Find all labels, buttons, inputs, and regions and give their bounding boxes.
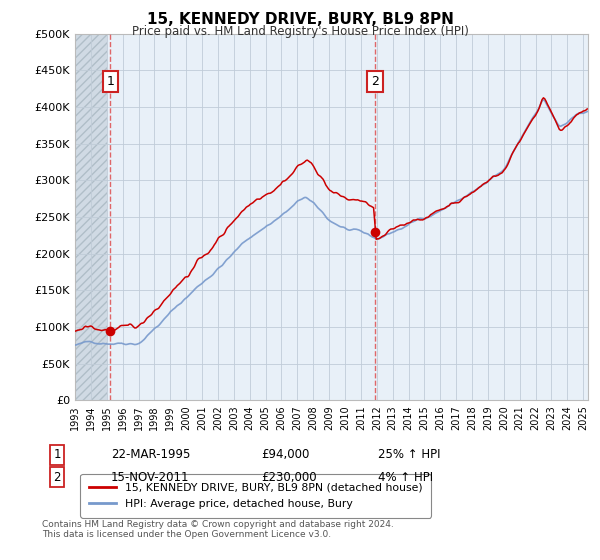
HPI: Average price, detached house, Bury: (2e+03, 1.58e+05): Average price, detached house, Bury: (2e… (197, 281, 205, 287)
15, KENNEDY DRIVE, BURY, BL9 8PN (detached house) (99, 327, 106, 334)
Text: 15, KENNEDY DRIVE, BURY, BL9 8PN: 15, KENNEDY DRIVE, BURY, BL9 8PN (146, 12, 454, 27)
Text: £94,000: £94,000 (261, 448, 310, 461)
15, KENNEDY DRIVE, BURY, BL9 8PN (detached house) (71, 328, 79, 334)
HPI: Average price, detached house, Bury: (1.99e+03, 7.77e+04): Average price, detached house, Bury: (1.… (99, 340, 106, 347)
HPI: Average price, detached house, Bury: (2.03e+03, 3.94e+05): Average price, detached house, Bury: (2.… (584, 108, 591, 115)
Bar (75, 34, 107, 400)
Text: Contains HM Land Registry data © Crown copyright and database right 2024.
This d: Contains HM Land Registry data © Crown c… (42, 520, 394, 539)
Line: HPI: Average price, detached house, Bury: HPI: Average price, detached house, Bury (75, 100, 587, 345)
Legend: 15, KENNEDY DRIVE, BURY, BL9 8PN (detached house), HPI: Average price, detached : 15, KENNEDY DRIVE, BURY, BL9 8PN (detach… (80, 474, 431, 517)
15, KENNEDY DRIVE, BURY, BL9 8PN (detached house) (540, 95, 547, 101)
Text: £230,000: £230,000 (261, 470, 317, 484)
Text: 22-MAR-1995: 22-MAR-1995 (111, 448, 190, 461)
Text: 1: 1 (106, 75, 114, 88)
Text: 25% ↑ HPI: 25% ↑ HPI (378, 448, 440, 461)
HPI: Average price, detached house, Bury: (2.02e+03, 4.1e+05): Average price, detached house, Bury: (2.… (540, 96, 547, 103)
15, KENNEDY DRIVE, BURY, BL9 8PN (detached house) (584, 106, 591, 113)
Text: Price paid vs. HM Land Registry's House Price Index (HPI): Price paid vs. HM Land Registry's House … (131, 25, 469, 38)
Text: 2: 2 (53, 470, 61, 484)
HPI: Average price, detached house, Bury: (2e+03, 1.74e+05): Average price, detached house, Bury: (2e… (211, 269, 218, 276)
Text: 15-NOV-2011: 15-NOV-2011 (111, 470, 190, 484)
15, KENNEDY DRIVE, BURY, BL9 8PN (detached house) (204, 250, 211, 257)
15, KENNEDY DRIVE, BURY, BL9 8PN (detached house) (212, 240, 219, 246)
HPI: Average price, detached house, Bury: (1.99e+03, 7.54e+04): Average price, detached house, Bury: (1.… (71, 342, 79, 348)
15, KENNEDY DRIVE, BURY, BL9 8PN (detached house) (106, 328, 113, 335)
15, KENNEDY DRIVE, BURY, BL9 8PN (detached house) (199, 254, 206, 260)
HPI: Average price, detached house, Bury: (2.01e+03, 2.21e+05): Average price, detached house, Bury: (2.… (371, 235, 379, 241)
HPI: Average price, detached house, Bury: (2e+03, 1.83e+05): Average price, detached house, Bury: (2e… (217, 263, 224, 270)
Line: 15, KENNEDY DRIVE, BURY, BL9 8PN (detached house): 15, KENNEDY DRIVE, BURY, BL9 8PN (detach… (75, 98, 587, 332)
Text: 4% ↑ HPI: 4% ↑ HPI (378, 470, 433, 484)
Text: 1: 1 (53, 448, 61, 461)
15, KENNEDY DRIVE, BURY, BL9 8PN (detached house) (373, 236, 380, 242)
HPI: Average price, detached house, Bury: (2e+03, 1.65e+05): Average price, detached house, Bury: (2e… (203, 276, 210, 283)
Text: 2: 2 (371, 75, 379, 88)
15, KENNEDY DRIVE, BURY, BL9 8PN (detached house) (218, 232, 226, 239)
